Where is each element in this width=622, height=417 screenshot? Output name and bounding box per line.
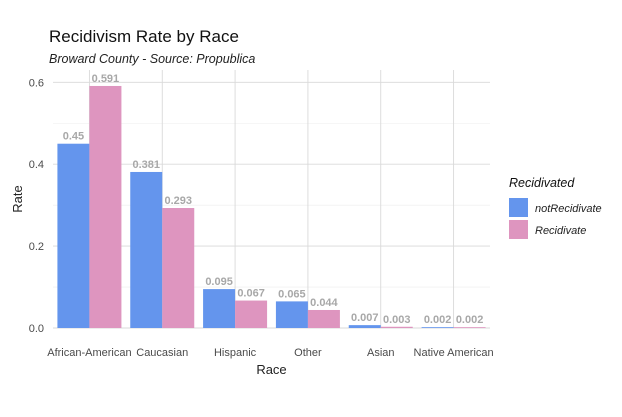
bar-notRecidivate-caucasian [130, 171, 163, 328]
bar-Recidivate-asian [380, 326, 413, 328]
bar-value-label: 0.003 [383, 314, 411, 326]
bar-value-label: 0.095 [205, 276, 233, 288]
x-tick-label: Hispanic [214, 347, 257, 359]
y-tick-label: 0.4 [29, 159, 44, 171]
legend-label-notRecidivate: notRecidivate [535, 203, 602, 215]
y-tick-label: 0.0 [29, 323, 44, 335]
bar-notRecidivate-hispanic [203, 289, 236, 328]
bars [57, 85, 486, 328]
bar-Recidivate-caucasian [162, 208, 195, 328]
bar-value-label: 0.002 [424, 314, 452, 326]
bar-Recidivate-native-american [453, 327, 486, 328]
x-tick-label: Native American [414, 347, 494, 359]
bar-value-label: 0.007 [351, 312, 379, 324]
bar-value-label: 0.065 [278, 288, 306, 300]
bar-notRecidivate-native-american [421, 327, 454, 328]
y-tick-label: 0.6 [29, 77, 44, 89]
x-tick-label: African-American [47, 347, 131, 359]
bar-Recidivate-african-american [89, 85, 122, 328]
x-tick-label: Asian [367, 347, 395, 359]
bar-value-label: 0.591 [92, 73, 120, 85]
chart-subtitle: Broward County - Source: Propublica [49, 52, 256, 66]
bar-notRecidivate-other [275, 301, 308, 328]
axes: 0.0 0.2 0.4 0.6 African-American Caucasian His… [10, 77, 494, 377]
bar-Recidivate-hispanic [235, 300, 268, 328]
bar-value-label: 0.002 [456, 314, 484, 326]
bar-notRecidivate-asian [348, 325, 381, 328]
bar-value-label: 0.381 [132, 159, 160, 171]
bar-labels: 0.45 0.591 0.381 0.293 0.095 0.067 0.065 0.044 0… [63, 73, 484, 326]
legend-swatch-Recidivate [509, 220, 528, 239]
y-axis-title: Rate [10, 185, 25, 212]
bar-notRecidivate-african-american [57, 143, 90, 328]
y-tick-label: 0.2 [29, 241, 44, 253]
x-tick-label: Caucasian [136, 347, 188, 359]
bar-value-label: 0.044 [310, 297, 338, 309]
legend-title: Recidivated [509, 176, 575, 190]
bar-value-label: 0.45 [63, 131, 84, 143]
chart-title: Recidivism Rate by Race [49, 27, 239, 46]
x-axis-title: Race [256, 362, 286, 377]
legend: Recidivated notRecidivate Recidivate [509, 176, 602, 239]
legend-swatch-notRecidivate [509, 198, 528, 217]
bar-value-label: 0.067 [237, 288, 265, 300]
legend-label-Recidivate: Recidivate [535, 225, 586, 237]
bar-Recidivate-other [307, 309, 340, 328]
x-tick-label: Other [294, 347, 322, 359]
bar-value-label: 0.293 [164, 195, 192, 207]
